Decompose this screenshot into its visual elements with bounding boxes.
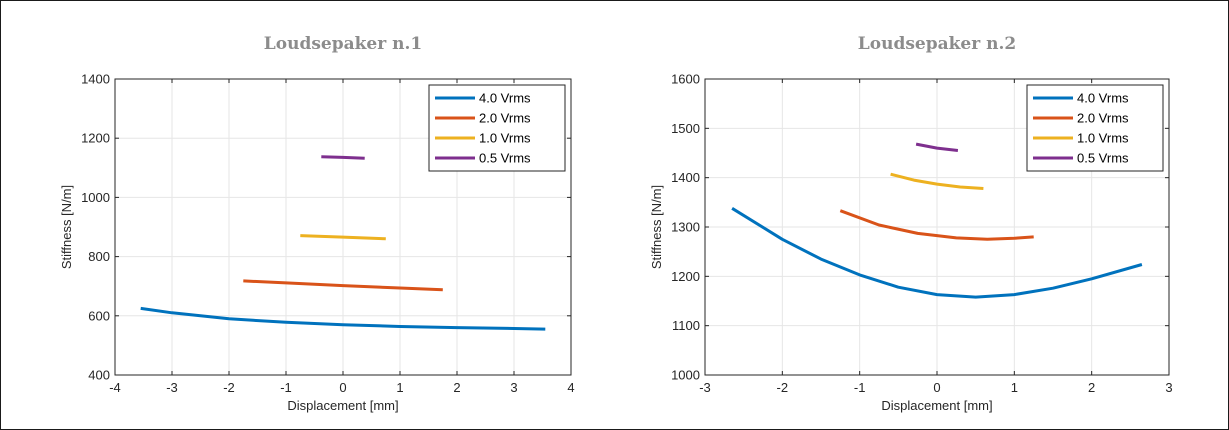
x-tick-label: 4 [567, 380, 574, 395]
legend-label: 0.5 Vrms [479, 151, 531, 166]
series-line-2 [839, 209, 1034, 241]
y-axis-label: Stiffness [N/m] [649, 185, 664, 269]
legend-label: 1.0 Vrms [479, 131, 531, 146]
series-line-3 [890, 172, 984, 190]
y-tick-label: 1400 [671, 170, 700, 185]
legend-label: 2.0 Vrms [1077, 111, 1129, 126]
y-tick-label: 800 [88, 249, 110, 264]
legend: 4.0 Vrms 2.0 Vrms 1.0 Vrms 0.5 Vrms [428, 84, 566, 172]
x-tick-label: 2 [1088, 380, 1095, 395]
chart-title: Loudsepaker n.2 [858, 34, 1016, 54]
x-tick-label: 0 [933, 380, 940, 395]
y-tick-label: 400 [88, 368, 110, 383]
x-tick-label: 2 [453, 380, 460, 395]
chart-1: -4 -3 -2 -1 0 1 2 3 4 400 600 800 1000 1200 1400 Loudse… [59, 34, 575, 413]
x-tick-label: -4 [109, 380, 121, 395]
y-tick-label: 1100 [672, 318, 700, 333]
series-line-1 [140, 306, 546, 331]
chart-title: Loudsepaker n.1 [264, 34, 422, 54]
x-tick-label: 1 [1011, 380, 1018, 395]
series-line-4 [915, 142, 959, 152]
y-tick-label: 1600 [671, 72, 700, 87]
y-tick-label: 1200 [671, 269, 700, 284]
series-line-3 [300, 234, 386, 241]
x-tick-label: 3 [510, 380, 517, 395]
y-tick-label: 1200 [81, 131, 110, 146]
x-tick-label: -1 [280, 380, 292, 395]
x-tick-label: -1 [854, 380, 866, 395]
series-line-1 [731, 207, 1143, 299]
chart-2: -3 -2 -1 0 1 2 3 1000 1100 1200 1300 1400 1500 1600 Lo… [649, 34, 1173, 413]
x-tick-label: -2 [777, 380, 789, 395]
series-line-4 [321, 155, 365, 160]
x-tick-label: 0 [339, 380, 346, 395]
y-tick-label: 1000 [81, 190, 110, 205]
legend-label: 1.0 Vrms [1077, 131, 1129, 146]
x-tick-label: -2 [223, 380, 235, 395]
legend-label: 2.0 Vrms [479, 111, 531, 126]
x-tick-label: 3 [1165, 380, 1172, 395]
x-tick-label: -3 [166, 380, 178, 395]
x-axis-label: Displacement [mm] [287, 398, 398, 413]
x-tick-label: -3 [699, 380, 711, 395]
y-tick-label: 1000 [671, 368, 700, 383]
legend-label: 4.0 Vrms [1077, 91, 1129, 106]
y-tick-label: 1300 [671, 220, 700, 235]
x-tick-label: 1 [396, 380, 403, 395]
y-tick-label: 1500 [671, 121, 700, 136]
legend-label: 0.5 Vrms [1077, 151, 1129, 166]
y-tick-label: 600 [88, 308, 110, 323]
x-axis-label: Displacement [mm] [881, 398, 992, 413]
y-tick-label: 1400 [81, 72, 110, 87]
legend: 4.0 Vrms 2.0 Vrms 1.0 Vrms 0.5 Vrms [1026, 84, 1164, 172]
legend-label: 4.0 Vrms [479, 91, 531, 106]
series-line-2 [243, 279, 443, 292]
y-axis-label: Stiffness [N/m] [59, 185, 74, 269]
